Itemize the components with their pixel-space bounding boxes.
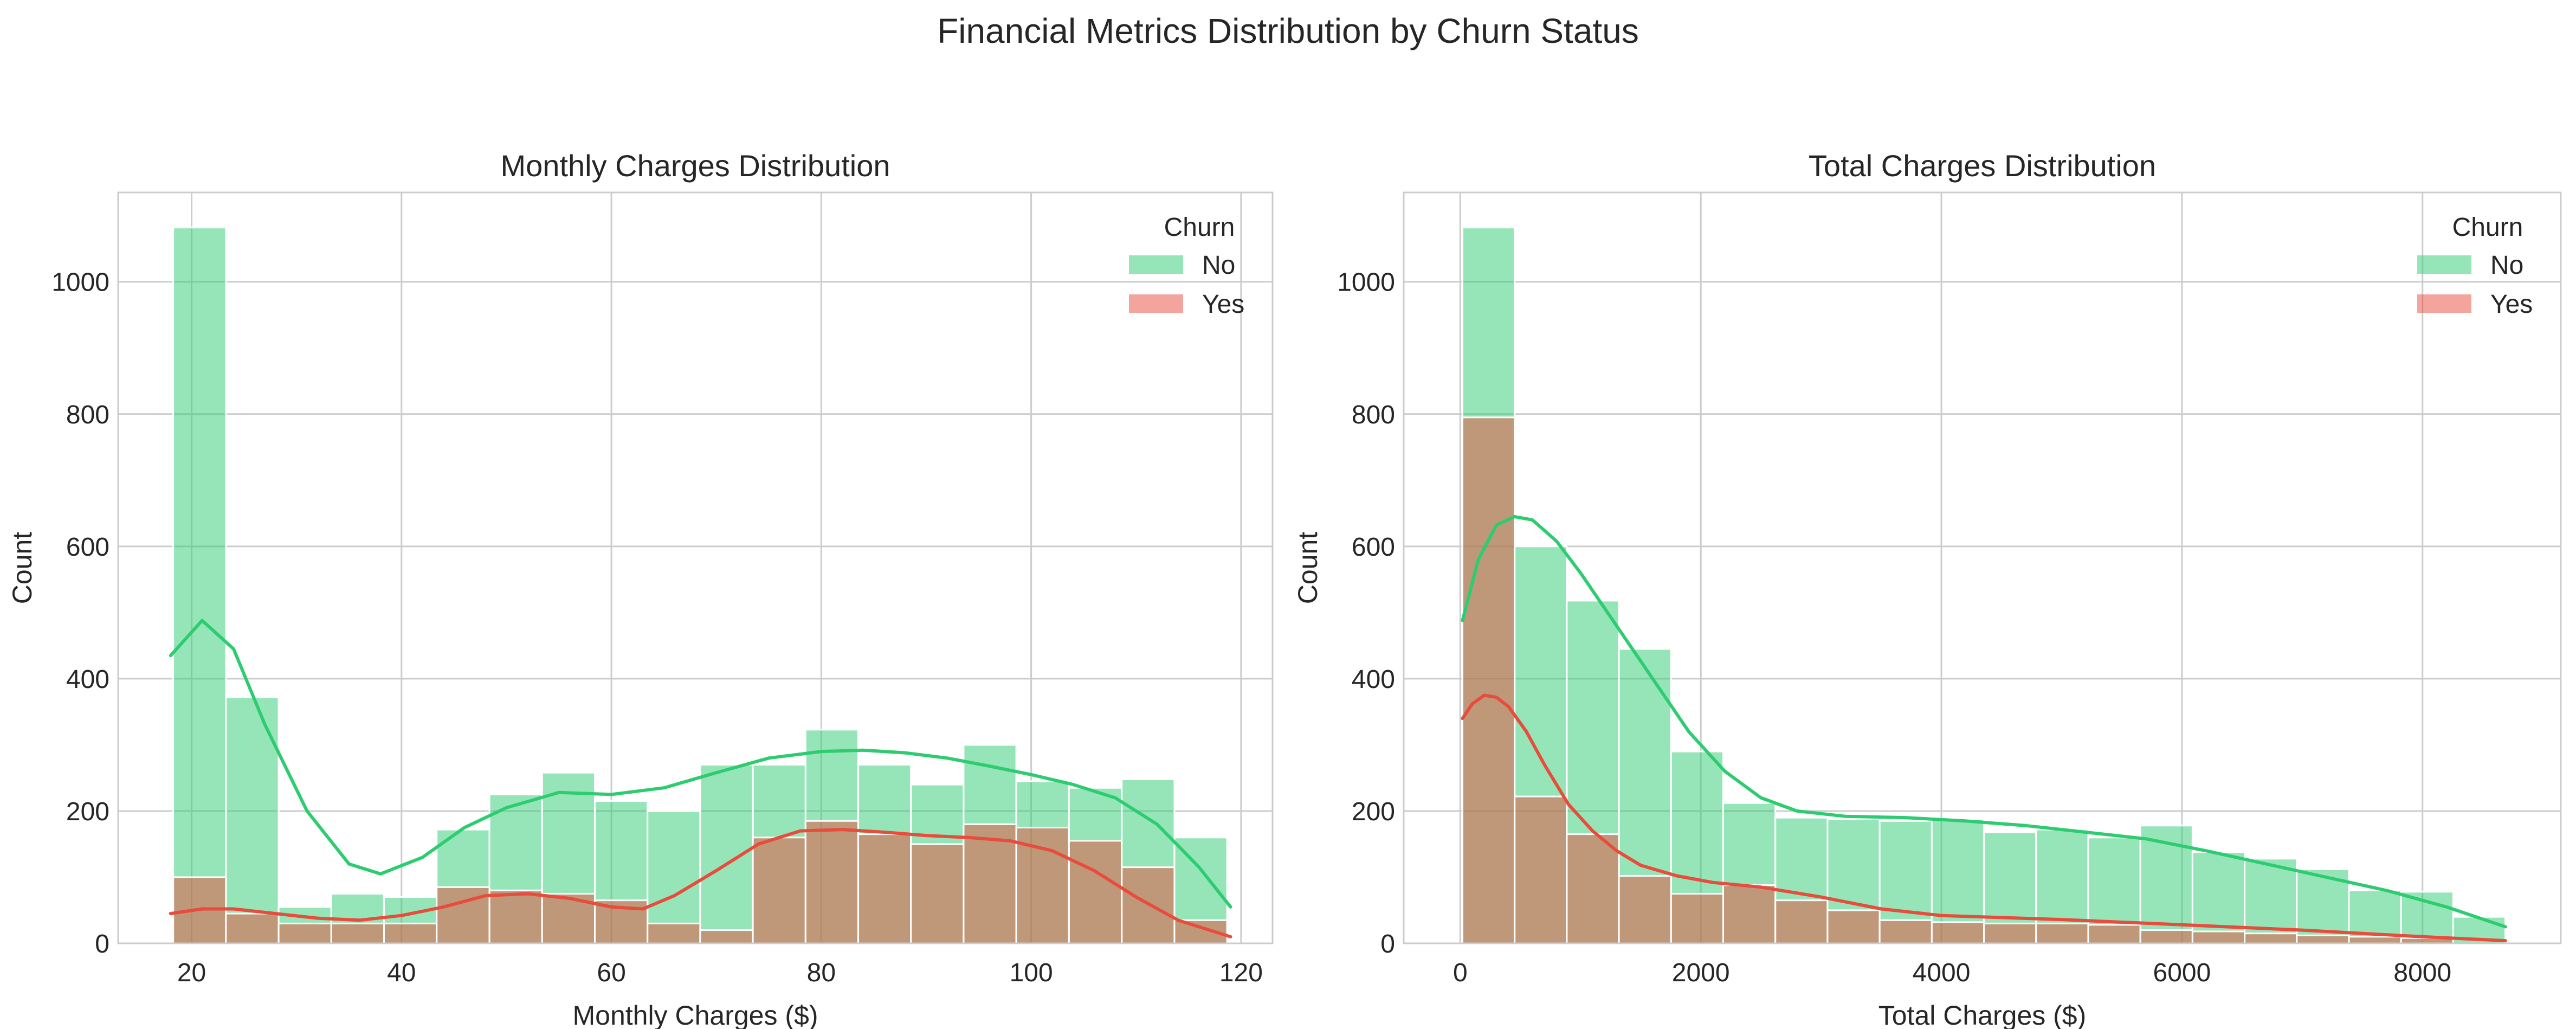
x-tick-label: 40 (387, 959, 416, 987)
bar-yes (752, 837, 806, 944)
kde-line-no (1461, 514, 2507, 929)
legend-label-no: No (1202, 251, 1235, 280)
bar-yes (1774, 899, 1829, 944)
bar-yes (1514, 795, 1568, 944)
bar-yes (647, 922, 701, 944)
bar-no (647, 810, 701, 944)
bar-yes (804, 820, 860, 944)
y-tick-label: 200 (1352, 798, 1395, 826)
bar-yes (699, 929, 754, 944)
x-axis-label: Total Charges ($) (1878, 1000, 2087, 1029)
y-tick-label: 800 (66, 401, 109, 429)
bar-yes (1931, 921, 1985, 944)
legend: Churn No Yes (2417, 213, 2533, 319)
bar-yes (2139, 929, 2193, 944)
y-tick-label: 600 (1352, 533, 1395, 562)
bar-yes (2348, 936, 2402, 944)
panel-title: Monthly Charges Distribution (501, 149, 890, 183)
bar-yes (857, 833, 912, 944)
x-tick-label: 60 (597, 959, 625, 987)
x-axis-label: Monthly Charges ($) (573, 1000, 818, 1029)
chart-panel-2: 0 200 400 600 800 1000 0 2000 4000 6000 8000 Total … (1293, 149, 2562, 1029)
x-tick-label: 120 (1219, 959, 1263, 987)
y-tick-label: 400 (1352, 665, 1395, 694)
bar-yes (910, 843, 965, 944)
x-tick-label: 8000 (2393, 959, 2451, 987)
x-tick-label: 100 (1010, 959, 1053, 987)
legend-swatch-yes (1129, 294, 1183, 313)
axes-frame (117, 191, 1274, 944)
bar-no (225, 696, 280, 944)
legend-title: Churn (1164, 213, 1235, 242)
x-tick-label: 6000 (2153, 959, 2211, 987)
bar-yes (277, 922, 332, 944)
y-tick-label: 600 (66, 533, 109, 562)
x-tick-label: 20 (177, 959, 206, 987)
bar-yes (1826, 909, 1881, 944)
bar-yes (383, 922, 438, 944)
bar-yes (1566, 833, 1620, 944)
bar-yes (1983, 922, 2037, 944)
x-tick-label: 4000 (1913, 959, 1971, 987)
legend-label-yes: Yes (2490, 290, 2533, 319)
bar-yes (225, 912, 280, 944)
bar-no (172, 227, 227, 944)
chart-panel-1: 0 200 400 600 800 1000 20 40 60 80 100 120 Monthly C… (7, 149, 1274, 1029)
x-tick-label: 2000 (1672, 959, 1730, 987)
legend-label-yes: Yes (1202, 290, 1244, 319)
x-tick-label: 0 (1453, 959, 1468, 987)
bar-yes (2087, 924, 2141, 944)
legend: Churn No Yes (1129, 213, 1244, 319)
y-tick-label: 1000 (1337, 268, 1395, 297)
legend-swatch-no (2417, 255, 2471, 274)
legend-swatch-yes (2417, 294, 2471, 313)
bar-yes (1722, 884, 1777, 944)
bar-yes (963, 823, 1017, 944)
kde-line-yes (169, 828, 1232, 938)
bar-yes (488, 889, 543, 944)
kde-line-yes (1461, 693, 2507, 943)
y-tick-label: 1000 (51, 268, 109, 297)
y-tick-label: 400 (66, 665, 109, 694)
x-tick-label: 80 (807, 959, 836, 987)
y-tick-label: 0 (1380, 930, 1395, 959)
kde-line-no (169, 619, 1232, 909)
axes-frame (1403, 191, 2562, 944)
figure-title: Financial Metrics Distribution by Churn … (937, 11, 1639, 50)
y-tick-label: 200 (66, 798, 109, 826)
legend-swatch-no (1129, 255, 1183, 274)
bar-yes (2191, 930, 2246, 944)
bar-yes (2296, 934, 2350, 944)
y-tick-label: 800 (1352, 401, 1395, 429)
y-axis-label: Count (7, 532, 37, 604)
bar-yes (2244, 932, 2298, 944)
y-tick-label: 0 (95, 930, 109, 959)
legend-title: Churn (2452, 213, 2523, 242)
bar-yes (1670, 892, 1725, 944)
bar-no (2191, 851, 2246, 944)
bar-yes (1618, 875, 1672, 944)
bar-yes (1068, 840, 1123, 944)
panel-title: Total Charges Distribution (1809, 149, 2156, 183)
bar-yes (1878, 919, 1933, 944)
y-axis-label: Count (1293, 532, 1323, 604)
bar-yes (1461, 416, 1516, 944)
legend-label-no: No (2490, 251, 2523, 280)
bar-yes (2035, 922, 2089, 944)
bar-yes (330, 922, 385, 944)
